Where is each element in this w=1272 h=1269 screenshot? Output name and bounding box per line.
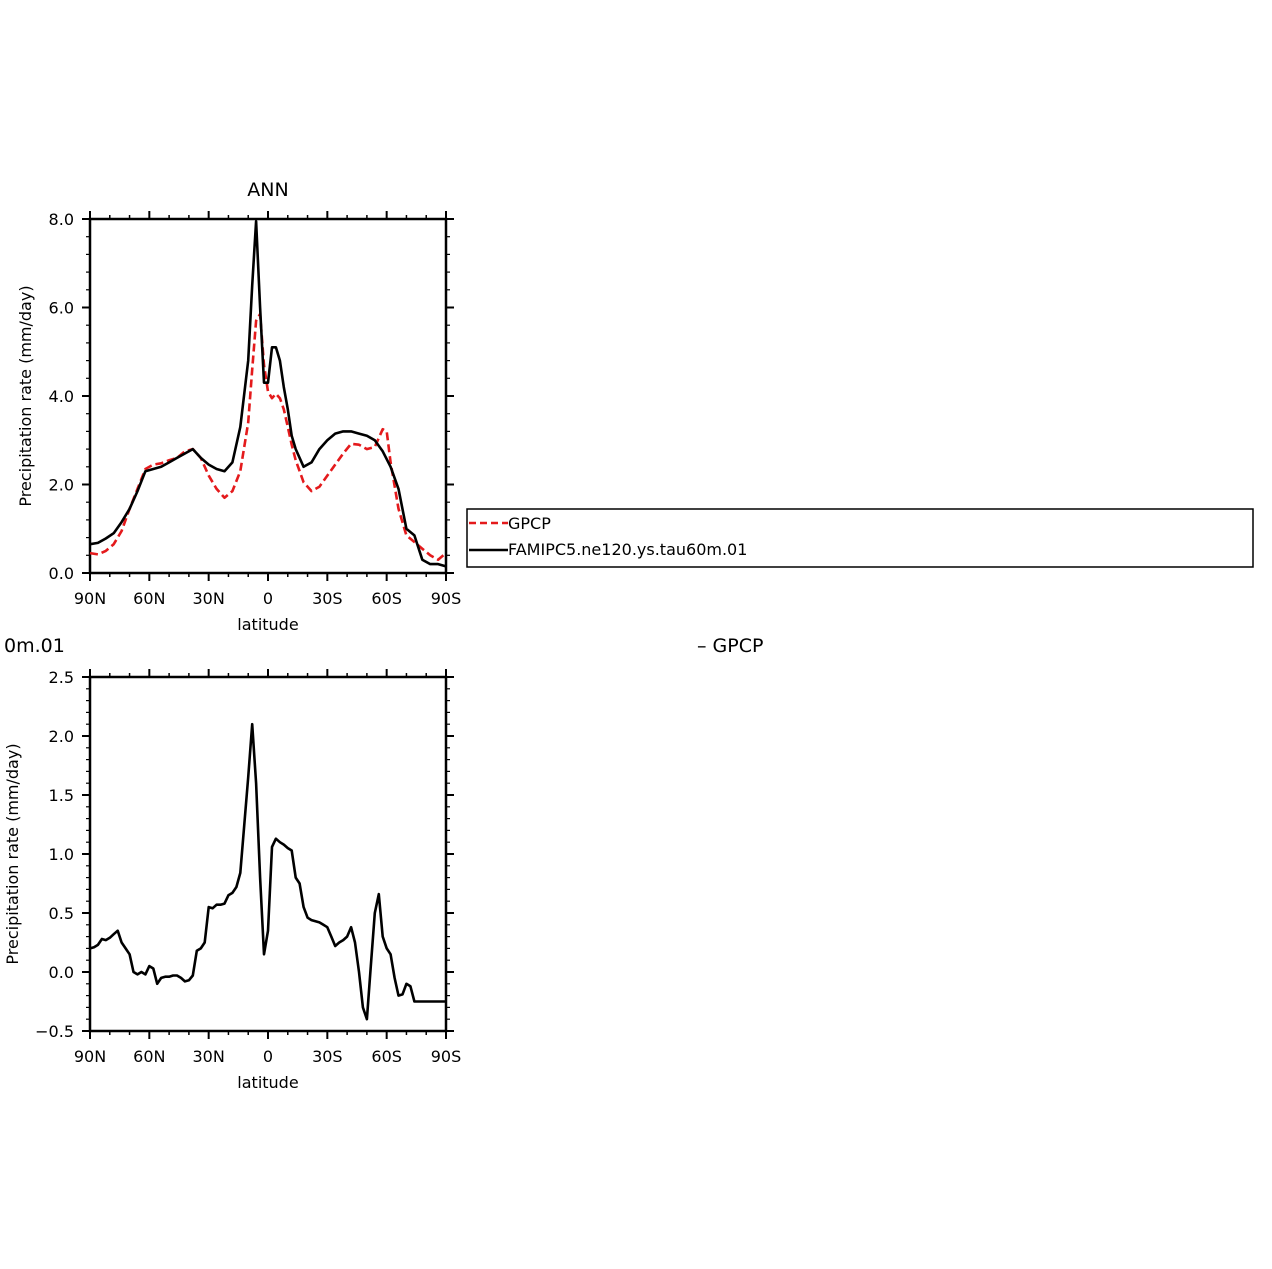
top-ytick-label: 6.0: [49, 299, 74, 318]
top-ylabel: Precipitation rate (mm/day): [16, 285, 35, 506]
bottom-series-line-0: [89, 722, 446, 1021]
legend-label-gpcp: GPCP: [508, 514, 551, 533]
top-xtick-label: 90S: [431, 589, 462, 608]
top-plot-frame: [88, 217, 448, 575]
legend-box: [466, 508, 1254, 568]
legend: GPCP FAMIPC5.ne120.ys.tau60m.01: [466, 508, 1254, 568]
top-series-line-1: [89, 219, 447, 568]
top-xtick-label: 0: [263, 589, 273, 608]
bottom-ytick-label: 1.0: [49, 845, 74, 864]
bottom-xtick-label: 0: [263, 1047, 273, 1066]
bottom-xtick-label: 30S: [312, 1047, 343, 1066]
top-xtick-label: 30N: [193, 589, 225, 608]
bottom-panel: 0m.01 – GPCP 90N 60N 30N 0 30S 60S 90S −0.5 0.0 0…: [3, 635, 763, 1092]
bottom-xtick-label: 60S: [371, 1047, 402, 1066]
top-xtick-label: 60S: [371, 589, 402, 608]
top-xtick-label: 30S: [312, 589, 343, 608]
bottom-title-fragment: 0m.01: [4, 635, 65, 657]
bottom-ytick-label: −0.5: [35, 1022, 74, 1041]
bottom-xtick-label: 90N: [74, 1047, 106, 1066]
bottom-xlabel: latitude: [237, 1073, 298, 1092]
top-ytick-label: 0.0: [49, 564, 74, 583]
bottom-xtick-label: 60N: [133, 1047, 165, 1066]
top-xlabel: latitude: [237, 615, 298, 634]
top-ytick-label: 8.0: [49, 210, 74, 229]
top-series-line-0: [89, 312, 447, 562]
top-xtick-label: 90N: [74, 589, 106, 608]
bottom-xtick-label: 90S: [431, 1047, 462, 1066]
top-ytick-label: 4.0: [49, 387, 74, 406]
top-ytick-label: 2.0: [49, 476, 74, 495]
bottom-ytick-label: 0.0: [49, 963, 74, 982]
bottom-xtick-label: 30N: [193, 1047, 225, 1066]
legend-label-model: FAMIPC5.ne120.ys.tau60m.01: [508, 540, 747, 559]
bottom-ytick-label: 1.5: [49, 786, 74, 805]
top-xtick-label: 60N: [133, 589, 165, 608]
top-title: ANN: [247, 179, 288, 201]
bottom-ytick-label: 2.0: [49, 727, 74, 746]
top-panel: ANN 90N 60N 30N 0 30S 60S 90S 0.0 2.0 4.0 6.0 8.0 l…: [16, 179, 461, 634]
bottom-ytick-label: 0.5: [49, 904, 74, 923]
bottom-ytick-label: 2.5: [49, 668, 74, 687]
bottom-plot-frame: [88, 675, 448, 1033]
bottom-right-fragment: – GPCP: [697, 635, 763, 657]
bottom-ylabel: Precipitation rate (mm/day): [3, 743, 22, 964]
